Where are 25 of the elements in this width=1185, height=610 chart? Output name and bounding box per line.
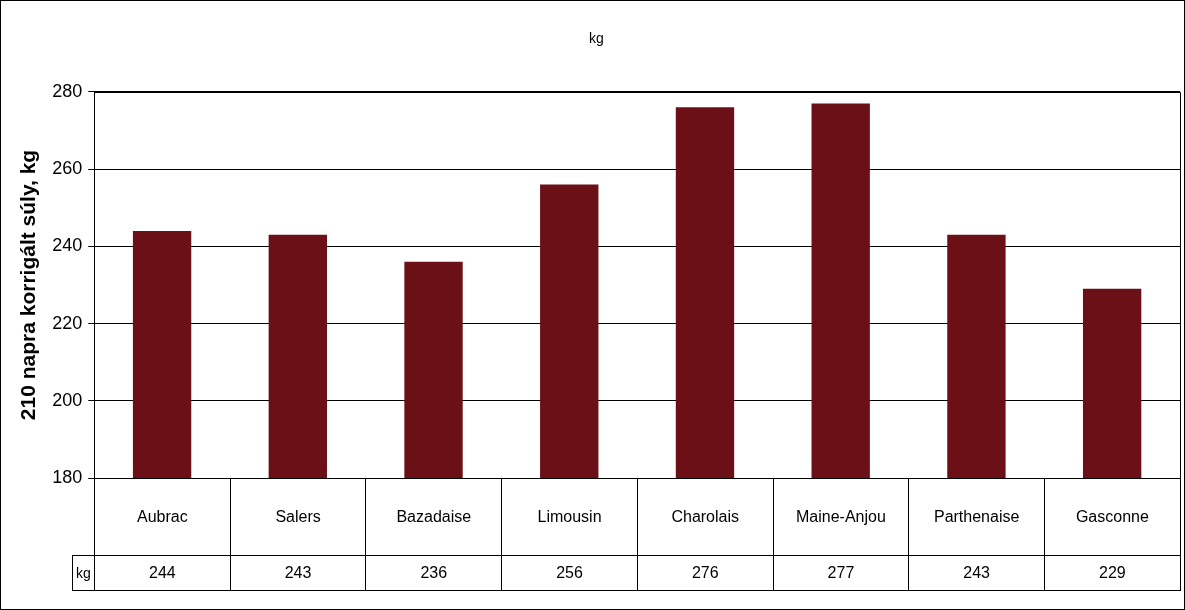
data-label: 229 — [1044, 555, 1181, 591]
x-tick-label: Gasconne — [1044, 478, 1181, 556]
y-tick-label: 220 — [52, 312, 83, 333]
data-label: 243 — [908, 555, 1045, 591]
y-tick-label: 260 — [52, 158, 83, 179]
y-tick-label: 180 — [52, 467, 83, 488]
text: kg — [72, 555, 95, 591]
x-tick-label: Charolais — [637, 478, 774, 556]
x-tick-label: Parthenaise — [908, 478, 1045, 556]
x-tick-label: Salers — [230, 478, 366, 556]
x-tick-label: Bazadaise — [365, 478, 502, 556]
data-label: 236 — [365, 555, 502, 591]
data-label: 243 — [230, 555, 366, 591]
y-tick-label: 200 — [52, 389, 83, 410]
y-tick-label: 240 — [52, 235, 83, 256]
data-label: 244 — [94, 555, 231, 591]
x-tick-label: Aubrac — [94, 478, 231, 556]
x-tick-label: Limousin — [501, 478, 638, 556]
data-label: 277 — [773, 555, 909, 591]
y-axis-title: 210 napra korrigált súly, kg — [16, 149, 40, 421]
data-label: 276 — [637, 555, 774, 591]
data-label: 256 — [501, 555, 638, 591]
x-tick-label: Maine-Anjou — [773, 478, 909, 556]
chart-title: kg — [589, 30, 604, 47]
y-tick-label: 280 — [52, 80, 83, 101]
